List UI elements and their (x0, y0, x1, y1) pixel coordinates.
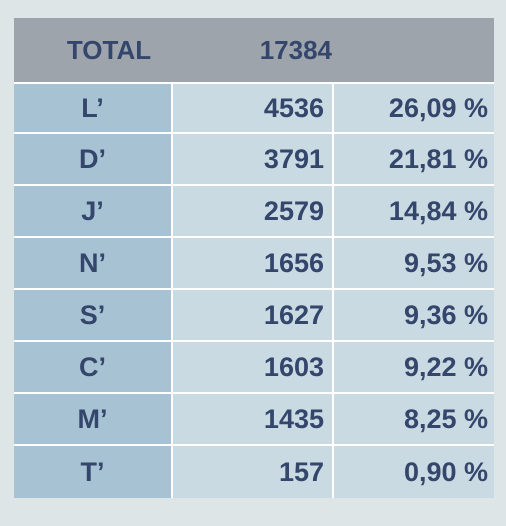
row-percent: 9,53 % (334, 238, 494, 288)
row-count: 2579 (173, 186, 334, 236)
row-letter: L’ (14, 84, 173, 132)
row-percent: 26,09 % (334, 84, 494, 132)
row-letter: N’ (14, 238, 173, 288)
row-count: 1603 (173, 342, 334, 392)
row-letter: D’ (14, 134, 173, 184)
row-count: 4536 (173, 84, 334, 132)
row-percent: 9,22 % (334, 342, 494, 392)
row-letter: T’ (14, 446, 173, 498)
row-count: 1435 (173, 394, 334, 444)
row-percent: 8,25 % (334, 394, 494, 444)
total-label: TOTAL (66, 34, 152, 65)
total-value: 17384 (259, 34, 332, 65)
row-letter: S’ (14, 290, 173, 340)
row-letter: C’ (14, 342, 173, 392)
row-count: 3791 (173, 134, 334, 184)
row-count: 157 (173, 446, 334, 498)
table-row: M’ 1435 8,25 % (14, 394, 494, 446)
table-row: D’ 3791 21,81 % (14, 134, 494, 186)
row-count: 1656 (173, 238, 334, 288)
row-percent: 14,84 % (334, 186, 494, 236)
header-empty-cell (334, 18, 494, 82)
row-letter: J’ (14, 186, 173, 236)
table-row: J’ 2579 14,84 % (14, 186, 494, 238)
row-letter: M’ (14, 394, 173, 444)
row-percent: 21,81 % (334, 134, 494, 184)
table-row: T’ 157 0,90 % (14, 446, 494, 498)
row-percent: 0,90 % (334, 446, 494, 498)
table-header-row: TOTAL 17384 (14, 18, 494, 82)
table-row: S’ 1627 9,36 % (14, 290, 494, 342)
table-row: C’ 1603 9,22 % (14, 342, 494, 394)
table-row: L’ 4536 26,09 % (14, 82, 494, 134)
row-count: 1627 (173, 290, 334, 340)
table-row: N’ 1656 9,53 % (14, 238, 494, 290)
row-percent: 9,36 % (334, 290, 494, 340)
frequency-table: TOTAL 17384 L’ 4536 26,09 % D’ 3791 21,8… (14, 18, 494, 514)
